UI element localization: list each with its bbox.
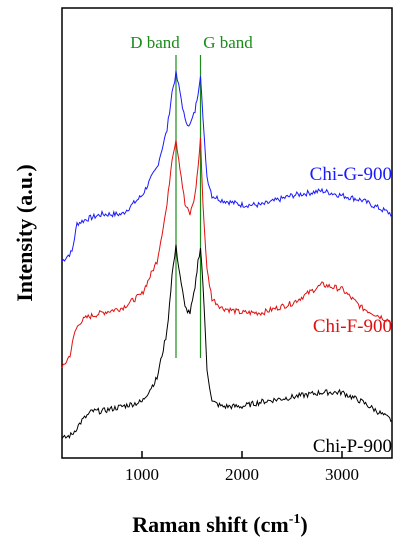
x-axis-title-main: Raman shift (cm bbox=[132, 512, 288, 537]
x-tick-label: 1000 bbox=[125, 465, 159, 484]
series-lines bbox=[61, 70, 393, 440]
series-line-chi-p-900 bbox=[61, 244, 393, 440]
series-label-chi-p-900: Chi-P-900 bbox=[313, 436, 392, 457]
band-lines bbox=[175, 55, 202, 358]
series-label-chi-f-900: Chi-F-900 bbox=[313, 316, 392, 337]
series-line-chi-f-900 bbox=[61, 137, 393, 368]
x-tick-label: 2000 bbox=[225, 465, 259, 484]
x-axis-title: Raman shift (cm-1) bbox=[132, 512, 307, 537]
x-axis-title-sup: -1 bbox=[289, 512, 301, 527]
d-band-label: D band bbox=[130, 33, 180, 52]
series-line-chi-g-900 bbox=[61, 70, 393, 262]
x-axis-title-end: ) bbox=[300, 512, 307, 537]
x-ticks: 1000 2000 3000 bbox=[125, 451, 359, 484]
plot-frame bbox=[61, 7, 393, 459]
g-band-label: G band bbox=[203, 33, 253, 52]
x-tick-label: 3000 bbox=[325, 465, 359, 484]
y-axis-title: Intensity (a.u.) bbox=[12, 164, 37, 302]
series-label-chi-g-900: Chi-G-900 bbox=[310, 164, 392, 185]
